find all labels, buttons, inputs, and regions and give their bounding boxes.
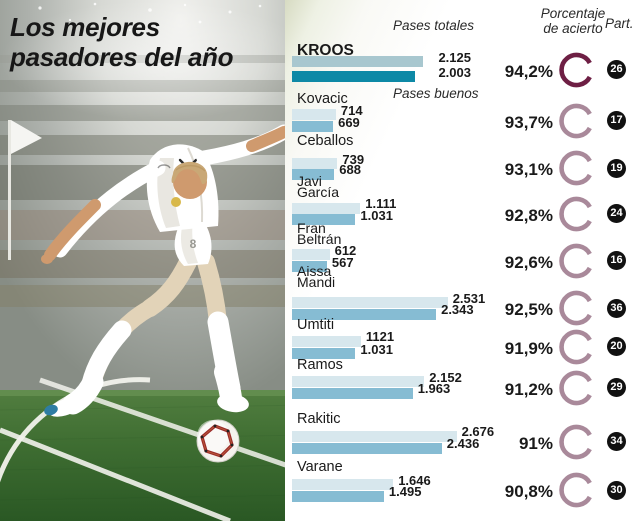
svg-text:8: 8: [190, 237, 197, 251]
